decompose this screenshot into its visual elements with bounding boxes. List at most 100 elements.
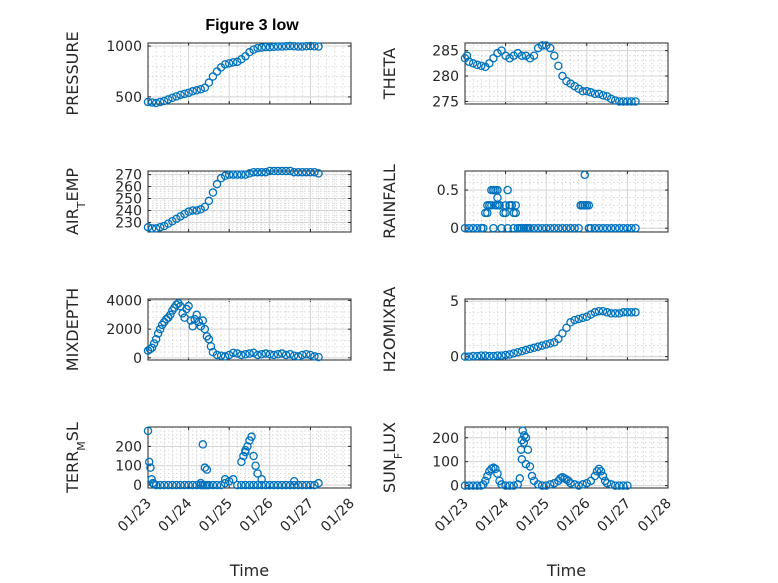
data-point xyxy=(298,167,307,177)
data-point xyxy=(537,41,547,50)
data-point xyxy=(184,88,193,98)
data-point xyxy=(151,334,161,344)
data-point xyxy=(302,480,311,490)
data-point xyxy=(241,445,250,455)
data-point xyxy=(554,61,563,71)
data-point xyxy=(164,480,173,490)
data-point xyxy=(198,316,208,325)
data-point xyxy=(574,223,583,233)
data-point xyxy=(541,481,551,490)
subplot-5: 0 2000 4000 MIXDEPTH xyxy=(63,288,352,371)
data-point xyxy=(558,329,567,338)
data-point xyxy=(503,223,512,233)
x-tick-label: 01/24 xyxy=(473,495,513,535)
data-point xyxy=(590,89,600,99)
data-point xyxy=(468,351,478,361)
data-point xyxy=(180,480,189,490)
data-point xyxy=(257,43,266,52)
data-point xyxy=(592,467,602,476)
data-point xyxy=(598,91,608,100)
data-point xyxy=(631,97,640,106)
data-point xyxy=(257,475,266,484)
y-tick-label: 275 xyxy=(432,94,459,110)
data-point xyxy=(306,41,315,51)
data-point xyxy=(602,308,612,317)
data-point xyxy=(273,480,283,490)
data-point xyxy=(513,347,523,357)
data-point xyxy=(511,201,521,210)
data-point xyxy=(562,323,571,333)
data-point xyxy=(546,480,555,489)
data-point xyxy=(582,312,592,321)
data-point xyxy=(168,93,177,103)
data-point xyxy=(298,42,307,51)
y-tick-label: 260 xyxy=(115,180,142,196)
data-point xyxy=(172,92,181,101)
data-point xyxy=(281,166,291,176)
data-point xyxy=(151,480,161,490)
data-point xyxy=(501,208,510,218)
data-point xyxy=(631,308,640,317)
data-point xyxy=(285,41,295,51)
data-point xyxy=(200,83,210,92)
data-point xyxy=(249,348,258,358)
data-point xyxy=(619,223,628,233)
data-point xyxy=(176,90,185,100)
data-point xyxy=(619,481,628,490)
y-tick-label: 285 xyxy=(432,44,459,60)
data-point xyxy=(493,185,502,195)
y-tick-label: 0 xyxy=(133,478,142,494)
data-point xyxy=(289,351,299,360)
data-point xyxy=(220,171,230,181)
data-point xyxy=(619,308,628,317)
data-point xyxy=(251,461,260,470)
data-point xyxy=(269,166,279,176)
axes-frame xyxy=(464,426,669,489)
y-tick-label: 0 xyxy=(450,479,459,495)
x-tick-label: 01/23 xyxy=(432,496,472,536)
data-point xyxy=(253,480,262,490)
data-point xyxy=(578,87,587,96)
data-point xyxy=(594,223,604,233)
data-point xyxy=(610,481,620,490)
data-point xyxy=(489,54,498,63)
data-point xyxy=(212,480,222,490)
data-point xyxy=(472,351,482,361)
y-tick-label: 270 xyxy=(115,168,142,184)
data-point xyxy=(476,351,486,360)
data-point xyxy=(602,223,612,233)
data-point xyxy=(229,348,238,358)
data-point xyxy=(483,208,492,218)
data-point xyxy=(586,310,596,319)
data-point xyxy=(615,223,624,233)
data-point xyxy=(204,480,214,490)
data-point xyxy=(594,464,604,474)
plot-area xyxy=(464,426,669,489)
data-point xyxy=(615,481,624,490)
data-point xyxy=(196,478,206,488)
data-point xyxy=(464,481,474,490)
data-point xyxy=(515,474,525,483)
y-tick-label: 0 xyxy=(450,350,459,366)
data-point xyxy=(188,87,197,96)
data-point xyxy=(285,350,295,359)
data-point xyxy=(289,476,299,486)
data-point xyxy=(529,343,539,353)
data-point xyxy=(596,467,606,476)
data-point xyxy=(188,206,197,215)
data-point xyxy=(192,206,201,215)
data-point xyxy=(501,481,510,490)
data-point xyxy=(233,480,242,490)
data-point xyxy=(245,480,254,490)
data-point xyxy=(533,342,543,351)
y-axis-label: PRESSURE xyxy=(63,31,82,115)
data-point xyxy=(606,223,616,233)
data-point xyxy=(590,308,600,317)
data-point xyxy=(598,306,608,316)
data-point xyxy=(505,350,514,359)
data-point xyxy=(481,476,490,486)
subplot-2: 275 280 285 THETA xyxy=(380,41,669,110)
data-point xyxy=(206,342,216,351)
data-point xyxy=(273,166,283,176)
data-point xyxy=(269,42,279,52)
